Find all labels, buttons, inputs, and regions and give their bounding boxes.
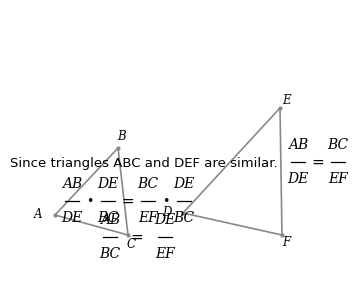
- Text: •: •: [162, 195, 170, 208]
- Text: B: B: [117, 129, 125, 142]
- Text: Since triangles ABC and DEF are similar.: Since triangles ABC and DEF are similar.: [10, 157, 278, 169]
- Text: DE: DE: [97, 177, 119, 191]
- Text: C: C: [126, 239, 135, 252]
- Text: =: =: [131, 230, 143, 244]
- Text: BC: BC: [327, 138, 348, 152]
- Text: =: =: [311, 155, 325, 169]
- Text: AB: AB: [62, 177, 82, 191]
- Text: EF: EF: [138, 211, 158, 225]
- Text: EF: EF: [328, 172, 348, 186]
- Text: EF: EF: [155, 247, 175, 261]
- Text: BC: BC: [138, 177, 159, 191]
- Text: DE: DE: [174, 177, 195, 191]
- Text: DE: DE: [287, 172, 309, 186]
- Text: •: •: [86, 195, 94, 208]
- Text: AB: AB: [288, 138, 308, 152]
- Text: =: =: [122, 193, 134, 208]
- Text: F: F: [282, 235, 290, 248]
- Text: D: D: [162, 206, 172, 219]
- Text: DE: DE: [154, 213, 176, 227]
- Text: E: E: [282, 94, 290, 107]
- Text: DE: DE: [61, 211, 83, 225]
- Text: BC: BC: [174, 211, 195, 225]
- Text: AB: AB: [100, 213, 120, 227]
- Text: A: A: [34, 208, 42, 221]
- Text: BC: BC: [99, 247, 121, 261]
- Text: BC: BC: [97, 211, 119, 225]
